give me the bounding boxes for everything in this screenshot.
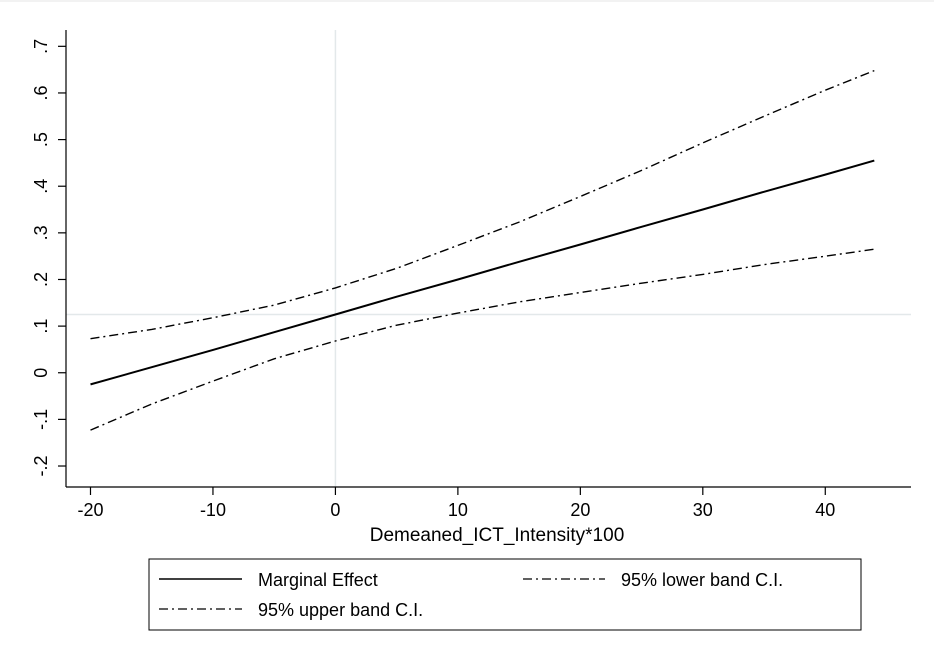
reference-lines xyxy=(66,30,911,487)
legend-label-marginal-effect: Marginal Effect xyxy=(258,570,378,590)
y-tick-label: .5 xyxy=(31,132,51,147)
legend-label-upper-band: 95% upper band C.I. xyxy=(258,600,423,620)
legend: Marginal Effect 95% lower band C.I. 95% … xyxy=(148,558,862,631)
x-tick-label: -20 xyxy=(77,500,103,520)
y-tick-label: .6 xyxy=(31,85,51,100)
x-tick-label: -10 xyxy=(200,500,226,520)
x-tick-label: 10 xyxy=(448,500,468,520)
y-tick-label: .3 xyxy=(31,225,51,240)
x-tick-label: 20 xyxy=(570,500,590,520)
x-axis-title: Demeaned_ICT_Intensity*100 xyxy=(370,525,625,546)
y-tick-label: .4 xyxy=(31,179,51,194)
y-tick-label: .7 xyxy=(31,39,51,54)
y-tick-label: 0 xyxy=(31,368,51,378)
x-tick-label: 30 xyxy=(693,500,713,520)
y-ticks: -.2 -.1 0 .1 .2 .3 .4 .5 .6 .7 xyxy=(31,39,66,477)
y-tick-label: .2 xyxy=(31,272,51,287)
y-tick-label: .1 xyxy=(31,319,51,334)
y-tick-label: -.2 xyxy=(31,456,51,477)
axes xyxy=(65,30,911,488)
series-line-1 xyxy=(90,159,875,386)
legend-box xyxy=(148,558,862,631)
plot-frame-top xyxy=(0,0,934,2)
x-tick-label: 40 xyxy=(815,500,835,520)
series-lines xyxy=(90,69,875,431)
series-line-2 xyxy=(90,248,875,431)
series-line-3 xyxy=(90,69,875,340)
legend-label-lower-band: 95% lower band C.I. xyxy=(621,570,783,590)
x-tick-label: 0 xyxy=(330,500,340,520)
y-tick-label: -.1 xyxy=(31,409,51,430)
x-ticks: -20 -10 0 10 20 30 40 xyxy=(77,487,835,520)
